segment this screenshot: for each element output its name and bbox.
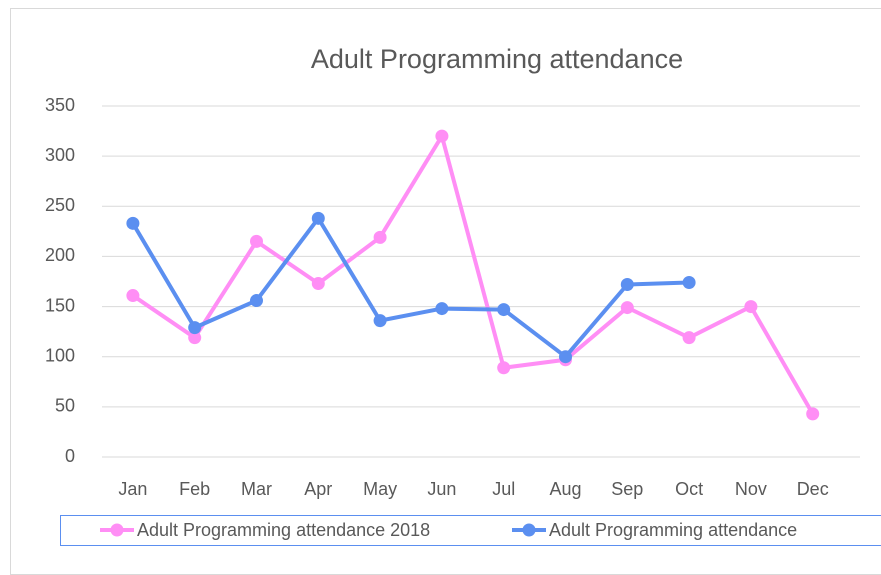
data-point bbox=[373, 230, 387, 244]
x-tick-label: Feb bbox=[179, 479, 210, 499]
data-point bbox=[806, 407, 820, 421]
data-point bbox=[682, 276, 696, 290]
x-tick-label: Dec bbox=[797, 479, 829, 499]
data-point bbox=[311, 211, 325, 225]
x-tick-label: Sep bbox=[611, 479, 643, 499]
y-tick-label: 100 bbox=[45, 345, 75, 365]
data-point bbox=[250, 234, 263, 248]
y-tick-label: 0 bbox=[65, 446, 75, 466]
data-point bbox=[497, 361, 511, 375]
x-tick-label: Mar bbox=[241, 479, 272, 499]
x-tick-label: Jun bbox=[427, 479, 456, 499]
data-point bbox=[497, 303, 511, 317]
data-point bbox=[620, 301, 634, 315]
data-point bbox=[744, 300, 758, 314]
x-tick-label: May bbox=[363, 479, 397, 499]
data-point bbox=[188, 331, 202, 345]
data-point bbox=[682, 331, 696, 345]
y-tick-label: 150 bbox=[45, 295, 75, 315]
data-point bbox=[435, 129, 449, 143]
y-tick-label: 200 bbox=[45, 245, 75, 265]
data-point bbox=[250, 294, 263, 308]
data-point bbox=[126, 289, 140, 303]
data-point bbox=[620, 278, 634, 292]
y-tick-label: 300 bbox=[45, 145, 75, 165]
data-point bbox=[559, 350, 572, 364]
legend-box bbox=[60, 515, 881, 546]
data-point bbox=[435, 302, 449, 316]
legend-label: Adult Programming attendance 2018 bbox=[137, 520, 430, 540]
x-tick-label: Nov bbox=[735, 479, 767, 499]
x-tick-label: Jul bbox=[492, 479, 515, 499]
y-tick-label: 50 bbox=[55, 396, 75, 416]
x-tick-label: Apr bbox=[304, 479, 332, 499]
legend-marker bbox=[522, 523, 536, 537]
y-tick-label: 250 bbox=[45, 195, 75, 215]
series-line bbox=[131, 216, 690, 359]
chart-title: Adult Programming attendance bbox=[311, 44, 683, 74]
legend-marker bbox=[110, 523, 124, 537]
x-tick-label: Oct bbox=[675, 479, 703, 499]
chart-border bbox=[10, 8, 881, 575]
series-line bbox=[131, 134, 815, 415]
data-point bbox=[126, 216, 140, 230]
data-point bbox=[188, 321, 202, 335]
data-point bbox=[311, 277, 325, 291]
data-point bbox=[373, 314, 387, 328]
y-tick-label: 350 bbox=[45, 95, 75, 115]
legend-label: Adult Programming attendance bbox=[549, 520, 797, 540]
x-tick-label: Jan bbox=[118, 479, 147, 499]
x-tick-label: Aug bbox=[549, 479, 581, 499]
